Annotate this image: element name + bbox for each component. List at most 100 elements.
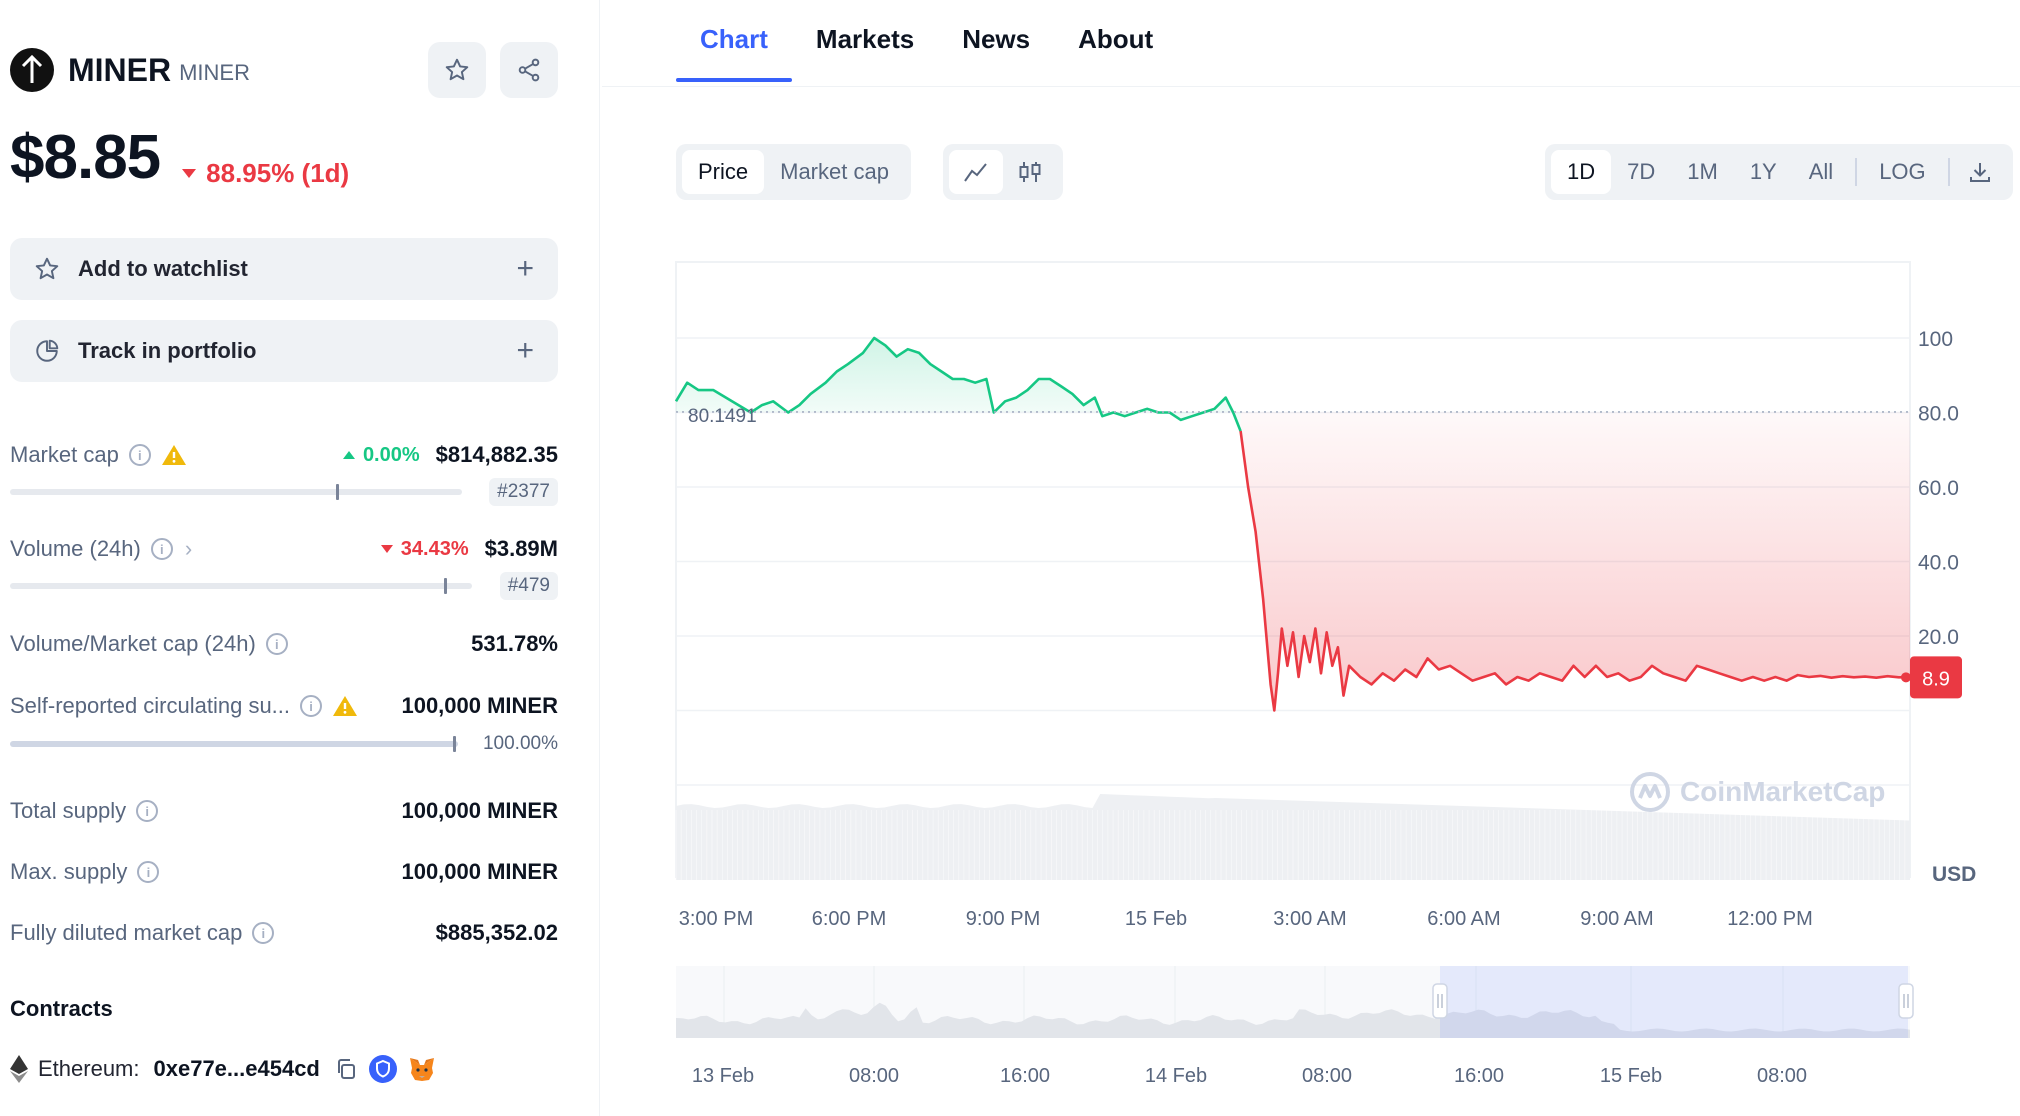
stat-max-supply: Max. supply i 100,000 MINER [10, 857, 558, 887]
candlestick-option[interactable] [1003, 150, 1057, 194]
warning-icon[interactable] [332, 695, 358, 717]
caret-down-icon [182, 169, 197, 178]
market-cap-option[interactable]: Market cap [780, 159, 889, 184]
stat-change: 34.43% [380, 538, 469, 561]
price-line [1239, 430, 1910, 712]
favorite-button[interactable] [428, 42, 486, 98]
navigator-handle [1432, 983, 1448, 1019]
supply-marker [453, 736, 456, 752]
current-point [1901, 672, 1911, 683]
watchlist-label: Add to watchlist [78, 256, 248, 281]
share-icon [518, 58, 540, 82]
contracts-title: Contracts [10, 996, 113, 1021]
current-price: $8.85 [10, 123, 161, 192]
info-icon[interactable]: i [252, 922, 275, 944]
caret-down-icon [380, 545, 393, 553]
price-change-badge: 88.95% (1d) [182, 158, 349, 189]
warning-icon[interactable] [161, 444, 187, 466]
range-7d[interactable]: 7D [1627, 159, 1656, 184]
contract-address[interactable]: 0xe77e...e454cd [153, 1056, 320, 1081]
star-icon [445, 58, 469, 81]
currency-label: USD [1932, 863, 1976, 886]
info-icon[interactable]: i [150, 538, 173, 560]
range-navigator[interactable] [676, 966, 1914, 1038]
navigator-tick-label: 13 Feb [692, 1065, 754, 1087]
stat-vol-mcap: Volume/Market cap (24h) i 531.78% [10, 629, 558, 659]
navigator-tick-label: 16:00 [1000, 1065, 1050, 1087]
rank-badge: #2377 [489, 478, 558, 506]
pie-chart-icon [36, 339, 59, 362]
y-tick-label: 80.0 [1918, 403, 1959, 426]
tab-about[interactable]: About [1078, 23, 1154, 54]
stat-value: 100,000 MINER [401, 859, 558, 884]
info-icon[interactable]: i [128, 444, 151, 466]
range-1d[interactable]: 1D [1551, 150, 1612, 194]
chart-labels: 100 80.0 60.0 40.0 20.0 80.1491 8.9 USD 3:00 PM 6… [676, 328, 1976, 1087]
stat-value: $814,882.35 [435, 442, 558, 467]
tab-news[interactable]: News [962, 23, 1031, 54]
stat-market-cap: Market cap i 0.00% $814,882.35 #2377 [10, 440, 558, 506]
price-line [674, 336, 1242, 432]
x-tick-label: 9:00 PM [966, 908, 1040, 930]
stat-label: Max. supply [10, 859, 128, 884]
caret-up-icon [342, 451, 355, 459]
navigator-tick-label: 16:00 [1454, 1065, 1504, 1087]
info-icon[interactable]: i [265, 633, 288, 655]
line-chart-option[interactable] [949, 150, 1003, 194]
coin-sidebar: MINER MINER $8.85 88.95% (1d) Add to wat… [0, 0, 600, 1116]
candlestick-icon [1019, 162, 1041, 182]
coinmarketcap-watermark: CoinMarketCap [1628, 770, 1885, 814]
tab-markets[interactable]: Markets [815, 23, 915, 54]
range-1y[interactable]: 1Y [1749, 159, 1777, 184]
tab-divider [602, 86, 2020, 87]
tab-chart[interactable]: Chart [676, 0, 792, 82]
supply-percent: 100.00% [482, 733, 558, 754]
navigator-tick-label: 15 Feb [1600, 1065, 1662, 1087]
share-button[interactable] [500, 42, 558, 98]
rank-bar [10, 484, 462, 500]
main-tabs: Chart Markets News About [676, 0, 1177, 86]
log-scale-toggle[interactable]: LOG [1879, 159, 1926, 184]
download-button[interactable] [1956, 150, 2004, 194]
reference-label: 80.1491 [688, 406, 757, 427]
stat-label: Market cap [10, 442, 119, 467]
range-1m[interactable]: 1M [1687, 159, 1718, 184]
portfolio-label: Track in portfolio [78, 338, 257, 363]
add-to-watchlist-button[interactable]: Add to watchlist + [10, 238, 558, 300]
supply-progress-bar [10, 736, 458, 752]
navigator-area [676, 1002, 1910, 1038]
shield-icon[interactable] [368, 1054, 398, 1084]
ethereum-icon [10, 1055, 28, 1083]
info-icon[interactable]: i [137, 861, 160, 883]
range-all[interactable]: All [1808, 159, 1834, 184]
chevron-right-icon[interactable]: › [184, 536, 193, 561]
stat-change-value: 0.00% [362, 443, 420, 466]
stat-value: 531.78% [471, 631, 558, 656]
coin-symbol: MINER [179, 60, 250, 85]
navigator-tick-label: 08:00 [849, 1065, 899, 1087]
separator [1947, 158, 1950, 186]
separator [1855, 158, 1858, 186]
stat-value: 100,000 MINER [401, 693, 558, 718]
x-tick-label: 3:00 AM [1273, 908, 1346, 930]
stat-circulating-supply: Self-reported circulating su... i 100,00… [10, 691, 558, 755]
stat-label: Fully diluted market cap [10, 920, 243, 945]
chart-lines [674, 336, 1910, 712]
rank-bar [10, 578, 472, 594]
info-icon[interactable]: i [136, 800, 159, 822]
contract-row: Ethereum: 0xe77e...e454cd [10, 1054, 436, 1084]
watermark-text: CoinMarketCap [1680, 776, 1886, 807]
x-tick-label: 9:00 AM [1580, 908, 1653, 930]
metamask-icon[interactable] [408, 1056, 436, 1082]
plus-icon: + [516, 334, 534, 367]
track-portfolio-button[interactable]: Track in portfolio + [10, 320, 558, 382]
stat-volume: Volume (24h) i › 34.43% $3.89M #479 [10, 534, 558, 600]
price-option[interactable]: Price [682, 150, 765, 194]
current-price-badge [1910, 656, 1962, 699]
stat-label: Volume/Market cap (24h) [10, 631, 256, 656]
info-icon[interactable]: i [300, 695, 323, 717]
copy-icon[interactable] [334, 1057, 358, 1081]
loss-fill [1240, 411, 1910, 711]
rank-marker [336, 484, 339, 500]
